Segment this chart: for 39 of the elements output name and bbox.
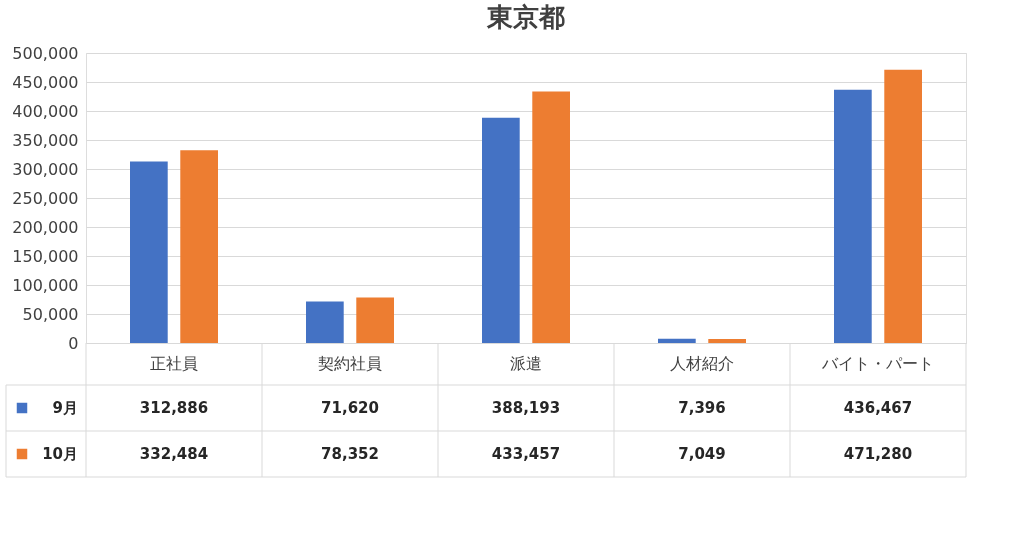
bar bbox=[356, 297, 394, 343]
x-tick-label: 派遣 bbox=[510, 353, 542, 373]
y-tick-label: 150,000 bbox=[12, 246, 79, 266]
data-label: 78,352 bbox=[321, 445, 379, 463]
bar bbox=[306, 301, 344, 343]
bar bbox=[708, 338, 746, 343]
x-tick-label: 人材紹介 bbox=[670, 353, 734, 373]
y-tick-label: 300,000 bbox=[12, 159, 79, 179]
bar bbox=[532, 91, 570, 343]
data-label: 7,396 bbox=[678, 399, 726, 417]
x-tick-label: バイト・パート bbox=[821, 353, 934, 373]
data-label: 332,484 bbox=[139, 445, 209, 463]
data-label: 471,280 bbox=[843, 445, 913, 463]
bar bbox=[658, 338, 696, 343]
y-tick-label: 0 bbox=[68, 333, 79, 353]
data-label: 436,467 bbox=[843, 399, 913, 417]
x-tick-label: 契約社員 bbox=[318, 353, 382, 373]
bar bbox=[180, 150, 218, 343]
x-tick-label: 正社員 bbox=[150, 353, 198, 373]
bar bbox=[834, 89, 872, 343]
data-label: 7,049 bbox=[678, 445, 726, 463]
bar bbox=[482, 117, 520, 343]
legend-label: 10月 bbox=[42, 445, 78, 463]
y-tick-label: 250,000 bbox=[12, 188, 79, 208]
y-tick-label: 350,000 bbox=[12, 130, 79, 150]
y-tick-label: 100,000 bbox=[12, 275, 79, 295]
chart-title: 東京都 bbox=[486, 2, 565, 32]
y-tick-label: 200,000 bbox=[12, 217, 79, 237]
y-tick-label: 450,000 bbox=[12, 72, 79, 92]
data-label: 71,620 bbox=[321, 399, 379, 417]
y-tick-label: 500,000 bbox=[12, 43, 79, 63]
data-label: 312,886 bbox=[139, 399, 209, 417]
bar bbox=[884, 69, 922, 343]
data-label: 388,193 bbox=[491, 399, 561, 417]
data-label: 433,457 bbox=[491, 445, 561, 463]
y-tick-label: 400,000 bbox=[12, 101, 79, 121]
legend-label: 9月 bbox=[52, 399, 78, 417]
bar bbox=[130, 161, 168, 343]
y-tick-label: 50,000 bbox=[22, 304, 79, 324]
